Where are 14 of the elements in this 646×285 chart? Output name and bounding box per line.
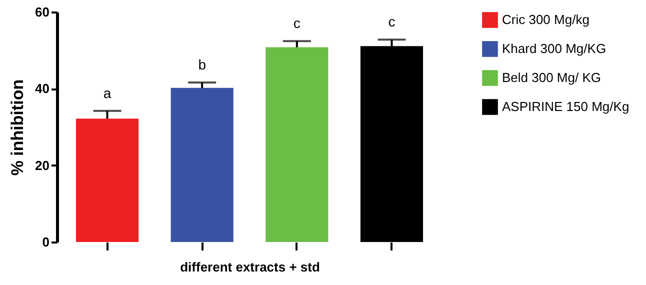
annotation: c <box>388 14 396 30</box>
y-tick-label: 60 <box>35 4 50 20</box>
legend-label: ASPIRINE 150 Mg/Kg <box>502 99 630 114</box>
x-axis-title: different extracts + std <box>180 260 320 274</box>
legend-label: Cric 300 Mg/kg <box>502 12 590 27</box>
y-axis-title: % inhibition <box>8 79 28 176</box>
y-tick-label: 0 <box>42 234 50 250</box>
legend-label: Khard 300 Mg/KG <box>502 41 606 56</box>
annotation: a <box>103 84 112 101</box>
y-tick-label: 40 <box>35 81 50 96</box>
annotation: c <box>293 15 300 32</box>
legend-label: Beld 300 Mg/ KG <box>502 70 601 85</box>
y-tick-label: 20 <box>35 158 50 173</box>
annotation: b <box>198 56 206 73</box>
